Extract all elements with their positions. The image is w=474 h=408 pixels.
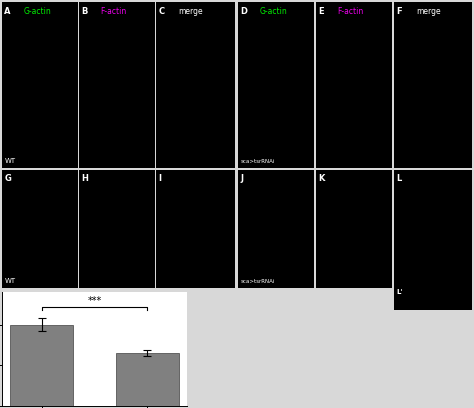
Text: WT: WT xyxy=(4,158,16,164)
Bar xyxy=(10,325,73,406)
Text: B: B xyxy=(81,7,88,16)
Text: G: G xyxy=(4,173,11,182)
Text: F-actin: F-actin xyxy=(337,7,364,16)
Text: F-actin: F-actin xyxy=(100,7,127,16)
Bar xyxy=(116,353,179,406)
Text: H: H xyxy=(81,173,88,182)
Text: G-actin: G-actin xyxy=(20,280,61,290)
Text: L: L xyxy=(396,173,401,182)
Text: E: E xyxy=(318,7,324,16)
Text: sca>tsrRNAi: sca>tsrRNAi xyxy=(240,159,275,164)
Text: C: C xyxy=(158,7,164,16)
Text: ***: *** xyxy=(87,296,101,306)
Text: G-actin: G-actin xyxy=(23,7,51,16)
Text: L': L' xyxy=(396,289,403,295)
Text: merge: merge xyxy=(416,7,440,16)
Text: merge: merge xyxy=(178,7,203,16)
Text: sca>tsrRNAi: sca>tsrRNAi xyxy=(240,279,275,284)
Text: I: I xyxy=(158,173,161,182)
Text: G-actin: G-actin xyxy=(259,7,287,16)
Text: K: K xyxy=(318,173,325,182)
Text: J: J xyxy=(240,173,243,182)
Text: A: A xyxy=(4,7,11,16)
Text: D: D xyxy=(240,7,247,16)
Text: F: F xyxy=(396,7,402,16)
Text: WT: WT xyxy=(4,278,16,284)
